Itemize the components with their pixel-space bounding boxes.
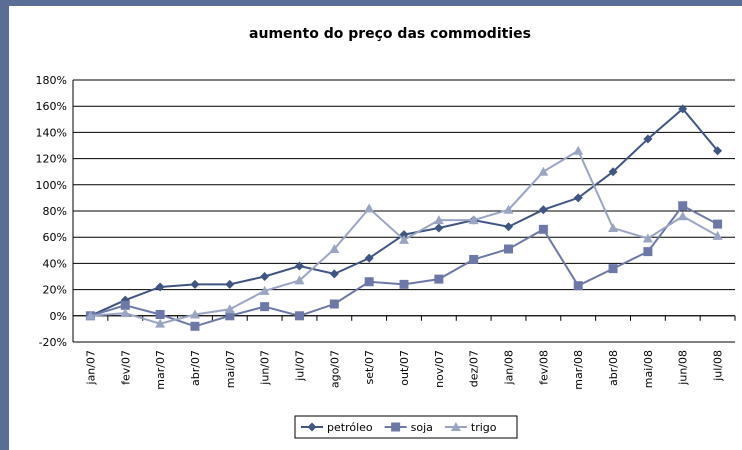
data-point: [155, 309, 165, 319]
frame-top: [0, 0, 742, 6]
data-point: [155, 282, 165, 292]
data-point: [260, 302, 270, 312]
data-point: [469, 254, 479, 264]
frame-left: [0, 0, 9, 450]
data-point: [504, 244, 514, 254]
data-point: [224, 304, 235, 314]
data-point: [189, 309, 200, 319]
data-point: [294, 275, 305, 285]
x-tick-label: jan/07: [84, 350, 97, 385]
x-tick-label: ago/07: [328, 350, 341, 388]
x-tick-label: abr/08: [607, 350, 620, 386]
data-point: [573, 145, 584, 155]
data-point: [468, 215, 479, 225]
x-tick-label: dez/07: [468, 350, 481, 387]
data-point: [433, 215, 444, 225]
x-tick-label: jun/07: [259, 350, 272, 386]
x-tick-label: nov/07: [433, 350, 446, 388]
data-point: [538, 205, 548, 215]
legend-label: petróleo: [327, 421, 373, 434]
data-point: [190, 321, 200, 331]
data-point: [608, 167, 618, 177]
data-point: [677, 211, 688, 221]
data-point: [260, 272, 270, 281]
legend-label: trigo: [471, 421, 497, 434]
y-tick-label: 160%: [36, 100, 67, 113]
x-tick-label: mai/07: [224, 350, 237, 388]
data-point: [573, 193, 583, 203]
y-tick-label: 80%: [43, 205, 67, 218]
data-point: [608, 264, 618, 274]
x-tick-label: fev/07: [119, 350, 132, 385]
data-point: [678, 104, 688, 114]
data-point: [643, 134, 653, 144]
data-point: [294, 311, 304, 321]
data-point: [643, 247, 653, 257]
y-tick-label: 120%: [36, 153, 67, 166]
data-point: [538, 166, 549, 176]
data-point: [608, 223, 619, 233]
legend-marker: [450, 422, 461, 431]
y-tick-label: -20%: [39, 336, 67, 349]
x-tick-label: jul/07: [293, 350, 306, 382]
data-point: [504, 222, 514, 232]
legend-label: soja: [411, 421, 433, 434]
y-tick-label: 0%: [50, 310, 67, 323]
data-point: [678, 201, 688, 211]
data-point: [329, 299, 339, 309]
data-point: [712, 230, 723, 240]
data-point: [713, 146, 723, 156]
x-tick-label: set/07: [363, 350, 376, 385]
x-tick-label: jun/08: [677, 350, 690, 386]
x-tick-label: mai/08: [642, 350, 655, 388]
x-tick-label: out/07: [398, 350, 411, 386]
data-point: [294, 261, 304, 271]
data-point: [399, 234, 409, 244]
data-point: [190, 279, 200, 289]
data-point: [329, 243, 340, 253]
data-point: [713, 219, 723, 229]
data-point: [329, 269, 339, 279]
data-point: [85, 310, 96, 320]
x-tick-label: jan/08: [503, 350, 516, 385]
data-point: [225, 311, 235, 321]
data-point: [503, 204, 514, 214]
x-tick-label: mar/08: [572, 350, 585, 390]
data-point: [364, 253, 374, 263]
data-point: [225, 279, 235, 289]
legend-marker: [391, 422, 401, 432]
x-tick-label: mar/07: [154, 350, 167, 390]
x-tick-label: fev/08: [537, 350, 550, 385]
data-point: [538, 224, 548, 234]
x-tick-label: abr/07: [189, 350, 202, 386]
data-point: [259, 285, 270, 295]
data-point: [120, 308, 131, 318]
data-point: [120, 300, 130, 310]
data-point: [642, 233, 653, 243]
data-point: [399, 279, 409, 289]
y-tick-label: 180%: [36, 74, 67, 87]
data-point: [364, 203, 375, 213]
y-tick-label: 60%: [43, 231, 67, 244]
chart-title: aumento do preço das commodities: [249, 26, 531, 42]
data-point: [364, 277, 374, 287]
y-tick-label: 140%: [36, 126, 67, 139]
data-point: [434, 274, 444, 284]
data-point: [434, 223, 444, 233]
data-point: [155, 318, 166, 328]
y-tick-label: 100%: [36, 179, 67, 192]
data-point: [573, 281, 583, 291]
y-tick-label: 20%: [43, 284, 67, 297]
y-tick-label: 40%: [43, 257, 67, 270]
legend-marker: [307, 422, 317, 432]
x-tick-label: jul/08: [712, 350, 725, 382]
